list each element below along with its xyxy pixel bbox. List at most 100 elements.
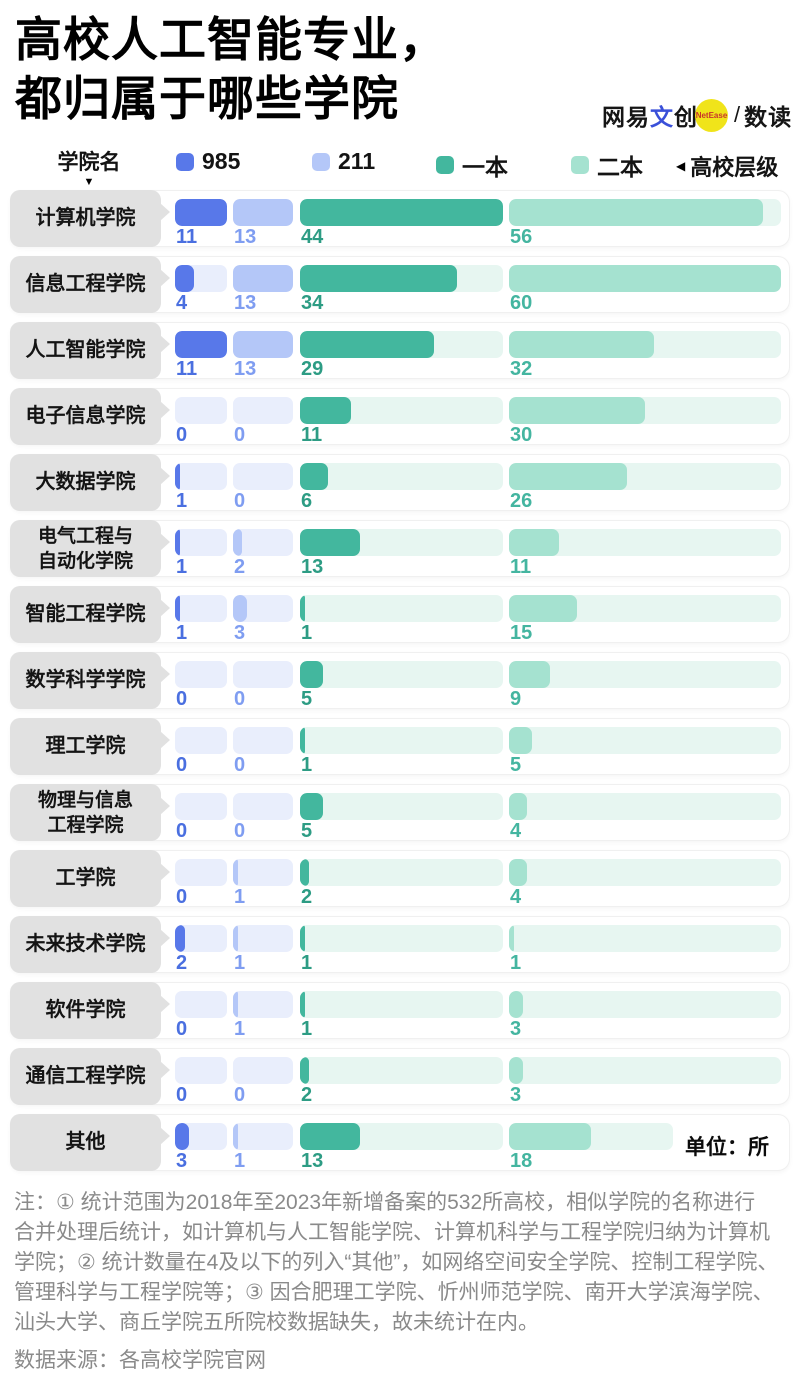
bar-value-二本: 56: [510, 226, 533, 248]
bar-track-985: [175, 1123, 227, 1150]
bar-track-985: [175, 661, 227, 688]
bar-value-985: 4: [176, 292, 188, 314]
bar-fill-二本: [509, 397, 645, 424]
bar-value-985: 3: [176, 1150, 188, 1172]
bar-track-二本: [509, 727, 781, 754]
bar-value-二本: 9: [510, 688, 522, 710]
bar-track-一本: [300, 1123, 503, 1150]
bar-value-985: 11: [176, 226, 198, 248]
chart-row: 数学科学学院 0 0 5 9: [10, 652, 790, 710]
legend-tier-header: ◀ 高校层级: [676, 150, 778, 182]
bar-value-二本: 32: [510, 358, 533, 380]
bar-track-211: [233, 463, 293, 490]
bar-value-二本: 3: [510, 1018, 522, 1040]
bar-track-二本: [509, 1057, 781, 1084]
bar-fill-一本: [300, 595, 305, 622]
bar-value-211: 1: [234, 1018, 246, 1040]
bar-value-985: 1: [176, 490, 188, 512]
bar-track-二本: [509, 925, 781, 952]
page-title: 高校人工智能专业， 都归属于哪些学院: [15, 10, 447, 128]
chart-row: 计算机学院 11 13 44 56: [10, 190, 790, 248]
bar-fill-211: [233, 529, 243, 556]
bar-track-一本: [300, 199, 503, 226]
bar-track-985: [175, 331, 227, 358]
bar-track-211: [233, 529, 293, 556]
bar-track-一本: [300, 595, 503, 622]
bar-track-二本: [509, 265, 781, 292]
legend-tier-label: 高校层级: [690, 155, 779, 180]
bar-value-985: 0: [176, 424, 188, 446]
bar-track-211: [233, 595, 293, 622]
bar-track-985: [175, 397, 227, 424]
legend-swatch-985: [176, 152, 194, 171]
bar-track-二本: [509, 859, 781, 886]
legend-college-header: 学院名 ▼: [46, 146, 132, 189]
bar-fill-一本: [300, 793, 324, 820]
bar-value-一本: 2: [301, 886, 313, 908]
row-label: 工学院: [10, 850, 170, 907]
bar-fill-二本: [509, 199, 763, 226]
bar-value-211: 0: [234, 490, 246, 512]
bar-fill-二本: [509, 265, 781, 292]
bar-fill-一本: [300, 331, 434, 358]
bar-track-一本: [300, 859, 503, 886]
bar-value-一本: 29: [301, 358, 324, 380]
bar-value-二本: 18: [510, 1150, 533, 1172]
bar-chart: 计算机学院 11 13 44 56 信息工程学院 4 13 34 60 人工智能学院 11 13 29 32…: [0, 190, 800, 1180]
bar-track-211: [233, 661, 293, 688]
bar-track-985: [175, 925, 227, 952]
logo-separator: /: [734, 102, 741, 127]
bar-value-211: 13: [234, 292, 257, 314]
legend-label-211: 211: [338, 148, 376, 174]
bar-fill-985: [175, 265, 194, 292]
row-label: 其他: [10, 1114, 170, 1171]
legend-label-985: 985: [202, 148, 241, 174]
bar-value-一本: 13: [301, 556, 324, 578]
bar-fill-一本: [300, 463, 328, 490]
bar-fill-211: [233, 1123, 238, 1150]
bar-track-211: [233, 397, 293, 424]
row-label: 计算机学院: [10, 190, 170, 247]
bar-value-一本: 2: [301, 1084, 313, 1106]
bar-track-211: [233, 991, 293, 1018]
bar-fill-二本: [509, 331, 655, 358]
bar-value-二本: 15: [510, 622, 533, 644]
bar-track-二本: [509, 595, 781, 622]
bar-track-二本: [509, 1123, 673, 1150]
chart-row: 信息工程学院 4 13 34 60: [10, 256, 790, 314]
title-line-1: 高校人工智能专业，: [15, 13, 447, 66]
footnotes: 注：① 统计范围为2018年至2023年新增备案的532所高校，相似学院的名称进…: [14, 1188, 792, 1376]
bar-track-二本: [509, 529, 781, 556]
bar-fill-一本: [300, 859, 310, 886]
bar-track-一本: [300, 463, 503, 490]
bar-fill-985: [175, 331, 227, 358]
row-label: 信息工程学院: [10, 256, 170, 313]
bar-track-一本: [300, 265, 503, 292]
row-label: 大数据学院: [10, 454, 170, 511]
bar-value-一本: 1: [301, 1018, 313, 1040]
legend-label-erben: 二本: [597, 154, 643, 180]
bar-value-一本: 1: [301, 952, 313, 974]
bar-fill-211: [233, 595, 247, 622]
chart-row: 软件学院 0 1 1 3: [10, 982, 790, 1040]
note-line: 合并处理后统计，如计算机与人工智能学院、计算机科学与工程学院归纳为计算机: [14, 1221, 770, 1244]
legend-item-985: 985: [176, 148, 240, 175]
bar-fill-211: [233, 991, 238, 1018]
bar-fill-一本: [300, 925, 305, 952]
legend-swatch-211: [312, 152, 330, 171]
bar-track-一本: [300, 925, 503, 952]
bar-track-985: [175, 199, 227, 226]
row-label: 通信工程学院: [10, 1048, 170, 1105]
chart-row: 工学院 0 1 2 4: [10, 850, 790, 908]
bar-value-985: 1: [176, 622, 188, 644]
bar-track-二本: [509, 397, 781, 424]
bar-fill-二本: [509, 463, 627, 490]
row-label: 人工智能学院: [10, 322, 170, 379]
bar-fill-一本: [300, 991, 305, 1018]
bar-track-二本: [509, 463, 781, 490]
netease-badge-icon: NetEase: [695, 98, 728, 132]
bar-value-一本: 5: [301, 688, 313, 710]
bar-fill-二本: [509, 595, 577, 622]
bar-track-985: [175, 529, 227, 556]
bar-fill-二本: [509, 661, 550, 688]
